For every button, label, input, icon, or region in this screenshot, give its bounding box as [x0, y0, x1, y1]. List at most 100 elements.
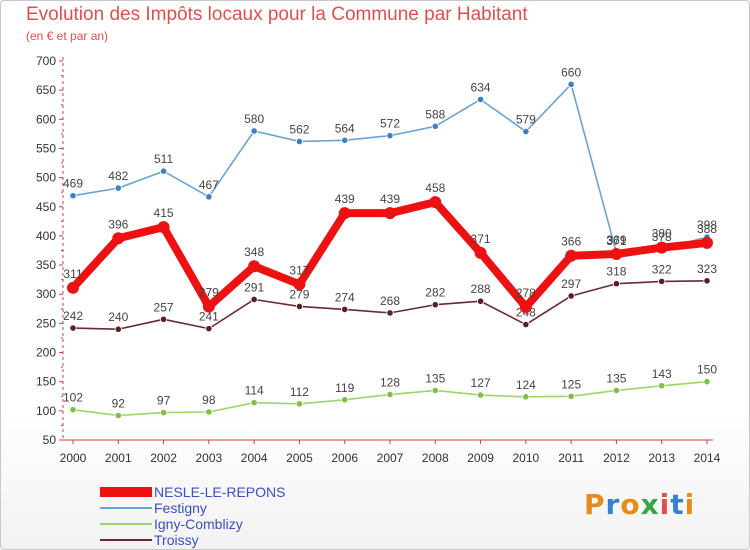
data-point-festigny: [567, 80, 575, 88]
data-point-igny-comblizy: [658, 382, 666, 390]
data-point-festigny: [114, 184, 122, 192]
data-label-festigny: 467: [199, 178, 219, 192]
data-point-troissy: [69, 324, 77, 332]
chart-title: Evolution des Impôts locaux pour la Comm…: [26, 4, 528, 25]
data-label-igny-comblizy: 135: [425, 371, 445, 385]
data-label-festigny: 564: [335, 121, 355, 135]
data-point-nesle-le-repons: [157, 221, 170, 234]
data-point-igny-comblizy: [431, 386, 439, 395]
data-point-troissy: [567, 292, 575, 300]
data-label-troissy: 291: [244, 280, 264, 294]
x-tick-label: 2012: [603, 451, 630, 465]
x-tick-label: 2002: [150, 451, 177, 465]
data-label-troissy: 241: [199, 310, 219, 324]
data-point-festigny: [431, 122, 439, 130]
data-label-festigny: 588: [425, 107, 445, 121]
y-tick-label: 50: [43, 433, 57, 447]
x-tick-label: 2001: [105, 451, 132, 465]
data-point-troissy: [522, 320, 530, 329]
data-point-troissy: [205, 325, 213, 333]
data-point-igny-comblizy: [341, 396, 349, 404]
data-point-festigny: [205, 193, 213, 201]
data-label-troissy: 297: [561, 277, 581, 291]
data-label-nesle-le-repons: 311: [63, 267, 82, 281]
data-point-nesle-le-repons: [112, 232, 125, 245]
data-label-igny-comblizy: 97: [157, 394, 171, 408]
data-label-nesle-le-repons: 388: [697, 222, 717, 236]
data-label-festigny: 660: [561, 65, 581, 79]
data-label-nesle-le-repons: 369: [606, 233, 626, 247]
data-label-troissy: 242: [63, 309, 83, 323]
data-label-igny-comblizy: 128: [380, 376, 400, 390]
data-label-festigny: 482: [108, 169, 128, 183]
data-point-igny-comblizy: [114, 411, 122, 420]
data-label-nesle-le-repons: 439: [380, 192, 400, 206]
data-point-festigny: [69, 192, 77, 200]
data-point-troissy: [612, 280, 621, 288]
data-label-festigny: 371: [606, 234, 626, 248]
data-label-igny-comblizy: 150: [697, 363, 717, 377]
legend-label: NESLE-LE-REPONS: [154, 484, 286, 500]
data-label-igny-comblizy: 143: [652, 367, 672, 381]
x-tick-label: 2005: [286, 451, 313, 465]
data-point-nesle-le-repons: [519, 301, 532, 314]
data-point-igny-comblizy: [205, 408, 213, 416]
data-point-igny-comblizy: [386, 390, 394, 399]
data-label-igny-comblizy: 112: [290, 385, 309, 399]
data-point-troissy: [250, 295, 258, 304]
x-tick-label: 2008: [422, 451, 449, 465]
y-tick-label: 200: [36, 346, 56, 360]
proxiti-logo: Proxiti: [584, 488, 696, 521]
data-point-nesle-le-repons: [338, 207, 351, 220]
x-tick-label: 2007: [377, 451, 404, 465]
y-tick-label: 650: [36, 83, 56, 97]
data-label-troissy: 288: [471, 282, 491, 296]
data-point-nesle-le-repons: [248, 260, 261, 273]
data-label-nesle-le-repons: 439: [335, 192, 355, 206]
data-label-troissy: 318: [606, 265, 626, 279]
data-label-igny-comblizy: 125: [561, 377, 581, 391]
data-label-nesle-le-repons: 458: [425, 181, 445, 195]
data-point-igny-comblizy: [69, 406, 77, 414]
data-point-nesle-le-repons: [429, 196, 442, 209]
data-point-nesle-le-repons: [384, 207, 396, 220]
y-tick-label: 700: [36, 54, 56, 68]
data-point-nesle-le-repons: [474, 246, 487, 259]
data-label-troissy: 257: [154, 300, 174, 314]
data-label-igny-comblizy: 92: [112, 397, 126, 411]
data-point-nesle-le-repons: [565, 249, 578, 262]
data-point-igny-comblizy: [612, 386, 621, 395]
data-label-igny-comblizy: 114: [245, 384, 264, 398]
data-point-nesle-le-repons: [610, 247, 623, 260]
legend-item: Troissy: [100, 532, 360, 548]
data-label-nesle-le-repons: 317: [289, 263, 309, 277]
data-point-nesle-le-repons: [701, 236, 713, 249]
data-label-nesle-le-repons: 415: [154, 206, 174, 220]
x-tick-label: 2003: [196, 451, 223, 465]
data-label-festigny: 579: [516, 113, 536, 127]
data-point-festigny: [159, 167, 168, 175]
data-label-igny-comblizy: 124: [516, 378, 536, 392]
data-point-nesle-le-repons: [293, 278, 306, 291]
y-tick-label: 500: [36, 171, 56, 185]
y-tick-label: 600: [36, 112, 56, 126]
data-label-festigny: 634: [471, 80, 491, 94]
y-tick-label: 250: [36, 316, 56, 330]
data-point-troissy: [159, 315, 168, 323]
x-tick-label: 2010: [513, 451, 540, 465]
data-point-igny-comblizy: [250, 399, 258, 407]
x-tick-label: 2013: [648, 451, 675, 465]
legend-label: Festigny: [154, 500, 207, 516]
data-point-troissy: [341, 305, 349, 313]
x-tick-label: 2000: [60, 451, 87, 465]
legend-swatch: [100, 523, 152, 525]
data-label-igny-comblizy: 119: [335, 381, 354, 395]
legend-item: NESLE-LE-REPONS: [100, 484, 360, 500]
data-label-nesle-le-repons: 279: [199, 285, 219, 299]
y-tick-label: 100: [36, 404, 56, 418]
data-label-igny-comblizy: 135: [606, 371, 626, 385]
y-tick-label: 300: [36, 287, 56, 301]
data-point-igny-comblizy: [522, 393, 530, 401]
